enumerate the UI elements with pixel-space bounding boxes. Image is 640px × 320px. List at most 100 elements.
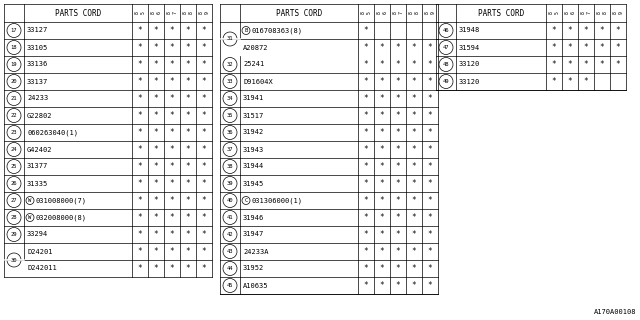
Text: *: * (380, 128, 384, 137)
Text: *: * (186, 60, 190, 69)
Text: *: * (428, 111, 432, 120)
Text: 8
7: 8 7 (392, 12, 403, 14)
Text: *: * (364, 77, 368, 86)
Text: *: * (202, 111, 206, 120)
Text: *: * (202, 179, 206, 188)
Text: 33: 33 (227, 79, 233, 84)
Text: 31941: 31941 (243, 95, 264, 101)
Text: *: * (568, 43, 572, 52)
Text: 31: 31 (227, 36, 233, 42)
Text: *: * (428, 196, 432, 205)
Text: 33294: 33294 (27, 231, 48, 237)
Text: *: * (552, 60, 556, 69)
Text: 8
8: 8 8 (408, 12, 419, 14)
Text: *: * (380, 94, 384, 103)
Text: W: W (28, 215, 31, 220)
Text: *: * (412, 264, 416, 273)
Text: 31517: 31517 (243, 113, 264, 118)
Text: *: * (138, 128, 142, 137)
Text: *: * (138, 162, 142, 171)
Text: *: * (170, 111, 174, 120)
Text: *: * (186, 111, 190, 120)
Text: *: * (170, 230, 174, 239)
Text: *: * (138, 26, 142, 35)
Text: *: * (186, 179, 190, 188)
Text: 016708363(8): 016708363(8) (252, 27, 303, 34)
Text: B: B (244, 28, 248, 33)
Text: 032008000(8): 032008000(8) (36, 214, 87, 221)
Text: *: * (138, 264, 142, 273)
Text: *: * (170, 26, 174, 35)
Text: G42402: G42402 (27, 147, 52, 153)
Text: *: * (428, 128, 432, 137)
Text: *: * (380, 213, 384, 222)
Text: *: * (412, 94, 416, 103)
Text: *: * (202, 128, 206, 137)
Text: *: * (138, 179, 142, 188)
Text: *: * (568, 77, 572, 86)
Text: *: * (364, 213, 368, 222)
Text: 49: 49 (443, 79, 449, 84)
Text: *: * (138, 94, 142, 103)
Text: *: * (154, 60, 158, 69)
Text: C: C (244, 198, 248, 203)
Text: *: * (202, 145, 206, 154)
Text: *: * (600, 26, 604, 35)
Text: *: * (202, 264, 206, 273)
Text: 33120: 33120 (459, 78, 480, 84)
Text: 45: 45 (227, 283, 233, 288)
Text: *: * (186, 213, 190, 222)
Text: *: * (170, 179, 174, 188)
Text: *: * (396, 196, 400, 205)
Text: A10635: A10635 (243, 283, 269, 289)
Text: *: * (428, 247, 432, 256)
Text: 31594: 31594 (459, 44, 480, 51)
Text: *: * (428, 230, 432, 239)
Text: *: * (364, 94, 368, 103)
Text: *: * (186, 230, 190, 239)
Text: 31946: 31946 (243, 214, 264, 220)
Text: *: * (154, 196, 158, 205)
Text: *: * (202, 77, 206, 86)
Text: *: * (138, 77, 142, 86)
Text: 28: 28 (11, 215, 17, 220)
Text: *: * (154, 26, 158, 35)
Text: D242011: D242011 (27, 266, 57, 271)
Text: PARTS CORD: PARTS CORD (276, 9, 322, 18)
Text: *: * (412, 128, 416, 137)
Text: *: * (202, 247, 206, 256)
Text: 19: 19 (11, 62, 17, 67)
Text: 39: 39 (227, 181, 233, 186)
Text: *: * (138, 111, 142, 120)
Text: *: * (154, 162, 158, 171)
Text: 43: 43 (227, 249, 233, 254)
Text: *: * (202, 230, 206, 239)
Text: 060263040(1): 060263040(1) (27, 129, 78, 136)
Text: *: * (380, 43, 384, 52)
Text: 44: 44 (227, 266, 233, 271)
Text: 33127: 33127 (27, 28, 48, 34)
Text: 8
5: 8 5 (360, 12, 371, 14)
Text: *: * (364, 26, 368, 35)
Text: A170A00108: A170A00108 (593, 309, 636, 315)
Text: 18: 18 (11, 45, 17, 50)
Text: *: * (364, 281, 368, 290)
Text: *: * (396, 94, 400, 103)
Text: *: * (584, 26, 588, 35)
Text: 31944: 31944 (243, 164, 264, 170)
Text: *: * (380, 281, 384, 290)
Text: *: * (186, 247, 190, 256)
Text: *: * (600, 60, 604, 69)
Text: *: * (428, 213, 432, 222)
Text: *: * (364, 60, 368, 69)
Text: 20: 20 (11, 79, 17, 84)
Text: *: * (412, 43, 416, 52)
Text: *: * (364, 264, 368, 273)
Text: 33120: 33120 (459, 61, 480, 68)
Text: 23: 23 (11, 130, 17, 135)
Text: 8
6: 8 6 (564, 12, 575, 14)
Text: *: * (364, 162, 368, 171)
Text: 22: 22 (11, 113, 17, 118)
Text: 42: 42 (227, 232, 233, 237)
Text: 8
9: 8 9 (424, 12, 435, 14)
